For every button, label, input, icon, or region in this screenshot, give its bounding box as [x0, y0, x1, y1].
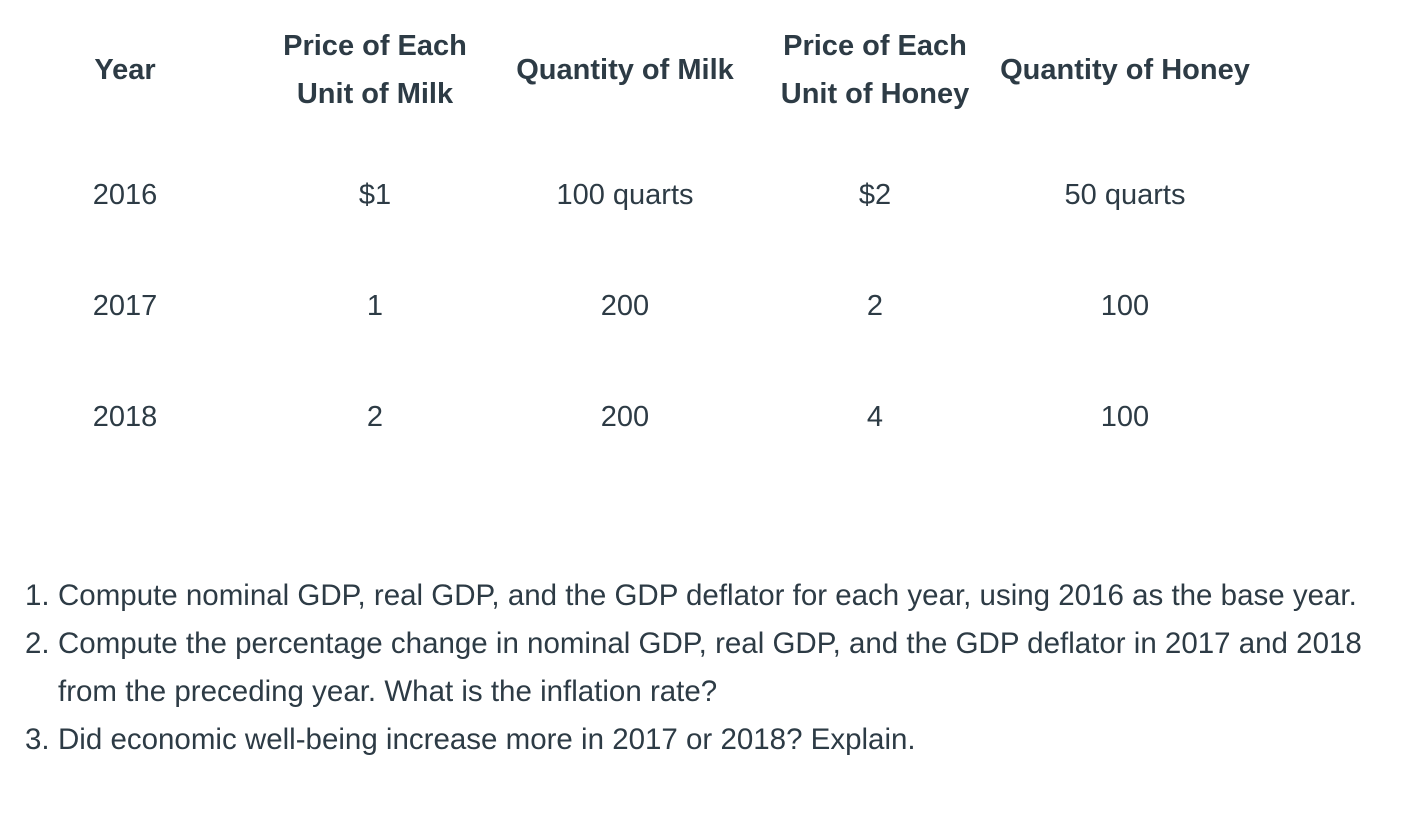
cell-milk-quantity-2016: 100 quarts	[556, 179, 694, 211]
header-quantity-milk: Quantity of Milk	[500, 0, 750, 140]
header-quantity-honey-label: Quantity of Honey	[1000, 54, 1250, 86]
question-number-3: 3.	[25, 723, 50, 756]
header-year: Year	[0, 0, 250, 140]
header-price-milk-line2: Unit of Milk	[296, 78, 454, 110]
question-text-1: Compute nominal GDP, real GDP, and the G…	[58, 579, 1357, 612]
gdp-table: Year Price of Each Unit of Milk Quantity…	[0, 0, 1250, 473]
header-price-honey-line1: Price of Each	[783, 30, 967, 62]
question-item-1: 1. Compute nominal GDP, real GDP, and th…	[25, 572, 1390, 620]
question-number-1: 1.	[25, 579, 50, 612]
table-row-2018: 2018 2 200 4 100	[0, 362, 1250, 473]
question-text-3: Did economic well-being increase more in…	[58, 723, 916, 756]
cell-year-2016: 2016	[92, 179, 158, 211]
cell-milk-quantity-2017: 200	[600, 290, 650, 322]
cell-year-2017: 2017	[92, 290, 158, 322]
table-row-2016: 2016 $1 100 quarts $2 50 quarts	[0, 140, 1250, 251]
cell-honey-price-2017: 2	[866, 290, 884, 322]
header-price-milk-line1: Price of Each	[283, 30, 467, 62]
cell-honey-price-2016: $2	[858, 179, 892, 211]
header-year-label: Year	[94, 54, 156, 86]
header-price-honey: Price of Each Unit of Honey	[750, 0, 1000, 140]
questions-list: 1. Compute nominal GDP, real GDP, and th…	[25, 572, 1390, 764]
table-header-row: Year Price of Each Unit of Milk Quantity…	[0, 0, 1250, 140]
cell-honey-quantity-2018: 100	[1100, 401, 1150, 433]
question-item-3: 3. Did economic well-being increase more…	[25, 716, 1390, 764]
cell-milk-price-2018: 2	[366, 401, 384, 433]
header-quantity-milk-label: Quantity of Milk	[516, 54, 734, 86]
question-number-2: 2.	[25, 627, 50, 660]
question-item-2: 2. Compute the percentage change in nomi…	[25, 620, 1390, 716]
cell-year-2018: 2018	[92, 401, 158, 433]
cell-honey-quantity-2016: 50 quarts	[1064, 179, 1186, 211]
question-text-2: Compute the percentage change in nominal…	[58, 627, 1362, 708]
cell-milk-price-2017: 1	[366, 290, 384, 322]
header-price-honey-line2: Unit of Honey	[780, 78, 970, 110]
header-price-milk: Price of Each Unit of Milk	[250, 0, 500, 140]
table-row-2017: 2017 1 200 2 100	[0, 251, 1250, 362]
cell-milk-price-2016: $1	[358, 179, 392, 211]
cell-milk-quantity-2018: 200	[600, 401, 650, 433]
cell-honey-quantity-2017: 100	[1100, 290, 1150, 322]
header-quantity-honey: Quantity of Honey	[1000, 0, 1250, 140]
cell-honey-price-2018: 4	[866, 401, 884, 433]
